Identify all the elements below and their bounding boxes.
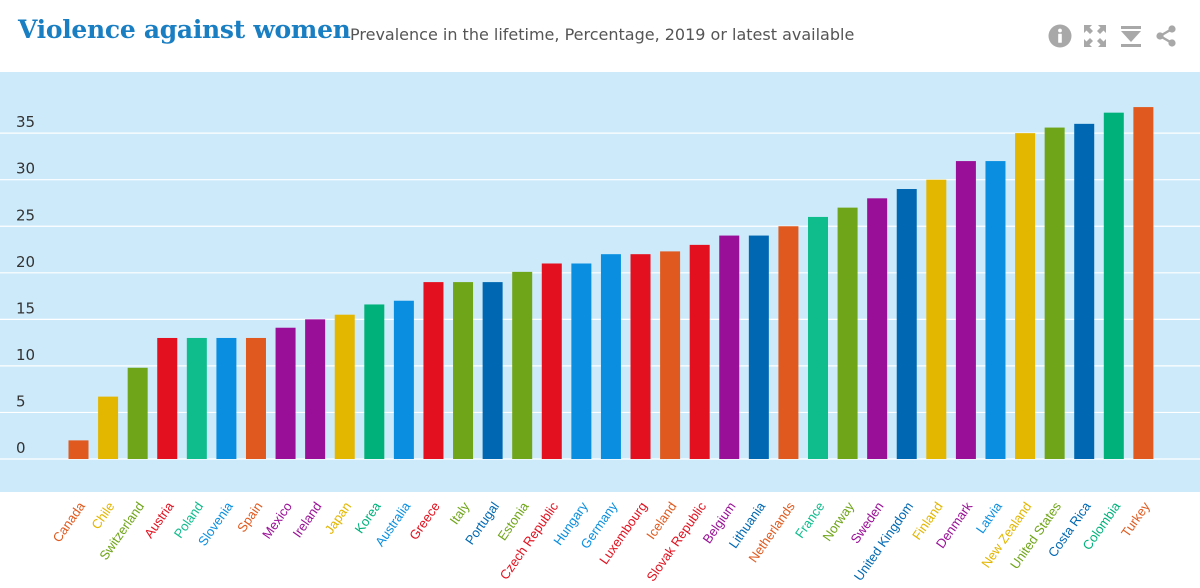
- y-tick-label: 5: [16, 392, 26, 410]
- bar: [482, 282, 503, 459]
- bar: [1074, 123, 1095, 459]
- bar: [186, 337, 207, 459]
- bar: [1044, 127, 1065, 460]
- bar: [541, 263, 562, 459]
- bar: [867, 198, 888, 459]
- x-tick-label: Japan: [322, 499, 355, 537]
- bar: [955, 161, 976, 459]
- bar: [778, 226, 799, 459]
- bar: [334, 314, 355, 459]
- download-icon: [1121, 26, 1141, 47]
- bar: [926, 179, 947, 459]
- x-tick-label: Mexico: [259, 499, 295, 541]
- bar: [748, 235, 769, 459]
- expand-icon: [1084, 25, 1106, 47]
- x-tick-label: Turkey: [1118, 499, 1153, 540]
- y-tick-label: 35: [16, 113, 35, 131]
- bar: [600, 254, 621, 459]
- bar: [630, 254, 651, 459]
- bar: [1103, 112, 1124, 459]
- bar: [837, 207, 858, 459]
- bar: [660, 251, 681, 459]
- y-tick-label: 25: [16, 206, 35, 224]
- bar: [985, 161, 1006, 459]
- bar: [393, 300, 414, 459]
- x-tick-label: Greece: [406, 499, 443, 543]
- info-icon: [1048, 24, 1072, 48]
- bar: [689, 244, 710, 459]
- y-tick-label: 10: [16, 346, 35, 364]
- bar: [245, 337, 266, 459]
- bar: [275, 327, 296, 459]
- chart-header: Violence against women Prevalence in the…: [0, 0, 1200, 72]
- x-tick-label: Canada: [50, 498, 89, 545]
- expand-button[interactable]: [1082, 23, 1108, 49]
- x-tick-label: Chile: [88, 499, 117, 532]
- y-tick-label: 20: [16, 253, 35, 271]
- bar: [896, 189, 917, 459]
- bar: [512, 271, 533, 459]
- share-button[interactable]: [1153, 23, 1179, 49]
- chart-title: Violence against women: [18, 15, 351, 44]
- bar: [423, 282, 444, 459]
- download-button[interactable]: [1118, 23, 1144, 49]
- chart-subtitle: Prevalence in the lifetime, Percentage, …: [350, 25, 855, 44]
- bar: [808, 216, 828, 459]
- bar: [157, 337, 178, 459]
- x-tick-label: Ireland: [290, 499, 325, 540]
- bar: [1133, 107, 1154, 459]
- bar: [719, 235, 740, 459]
- x-tick-label: Italy: [447, 499, 473, 528]
- x-tick-label: Austria: [141, 498, 177, 540]
- bar: [305, 319, 326, 459]
- bar: [98, 396, 119, 459]
- info-button[interactable]: [1047, 23, 1073, 49]
- bar: [571, 263, 592, 459]
- bar: [127, 367, 148, 459]
- y-tick-label: 30: [16, 160, 35, 178]
- share-icon: [1156, 25, 1176, 47]
- bar: [216, 337, 237, 459]
- bar: [68, 440, 89, 459]
- y-tick-label: 0: [16, 439, 26, 457]
- bar: [1015, 133, 1036, 459]
- bar: [364, 304, 385, 459]
- y-tick-label: 15: [16, 299, 35, 317]
- bar: [453, 282, 474, 459]
